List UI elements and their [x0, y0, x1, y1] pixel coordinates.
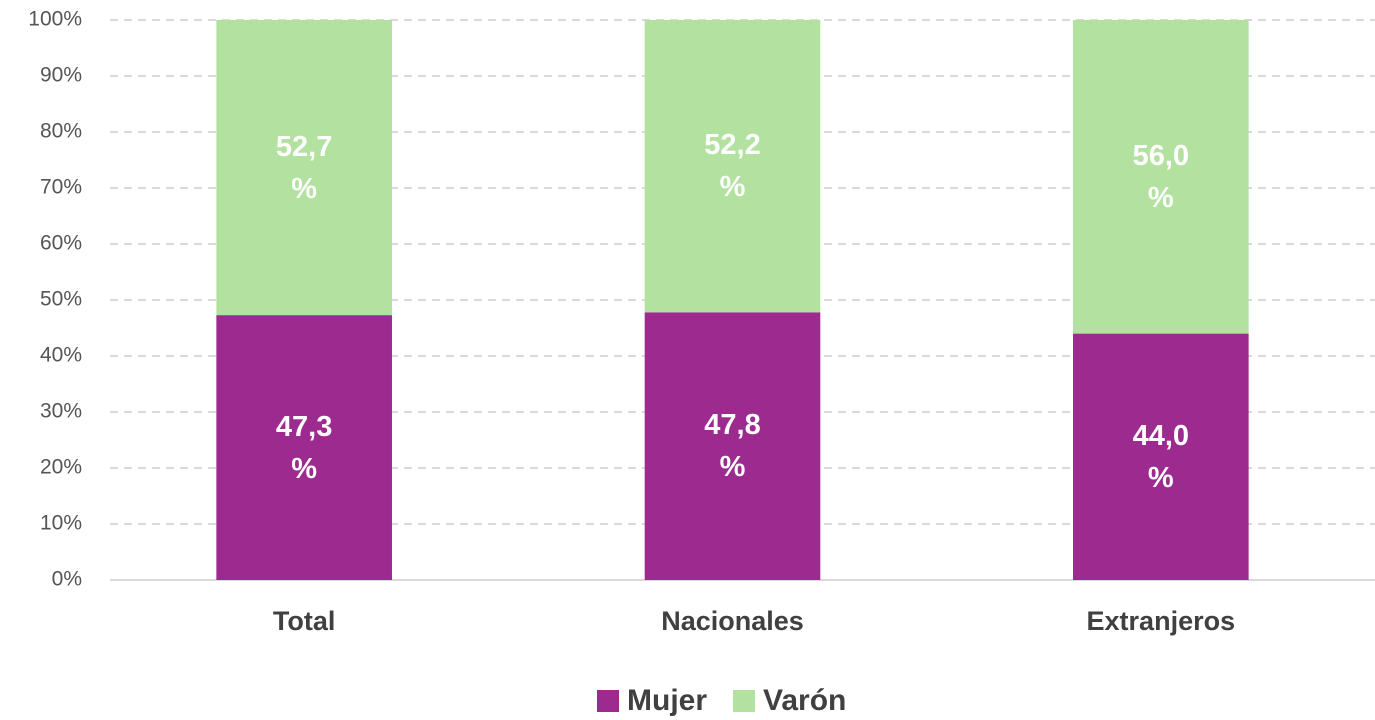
x-tick-label: Extranjeros	[1087, 606, 1236, 636]
bar-segment	[1073, 333, 1249, 580]
y-tick-label: 70%	[40, 176, 82, 199]
data-label: 47,3 %	[275, 410, 333, 485]
bar-segment	[216, 20, 392, 316]
data-label: 47,8 %	[704, 409, 761, 484]
y-tick-label: 30%	[40, 400, 82, 423]
y-tick-label: 80%	[40, 120, 82, 143]
bar-segment	[1073, 20, 1249, 334]
y-tick-label: 20%	[40, 456, 82, 479]
y-tick-label: 0%	[52, 568, 82, 591]
y-tick-label: 40%	[40, 344, 82, 367]
data-label: 52,2 %	[704, 129, 761, 204]
bar-segment	[644, 20, 821, 313]
legend-label: Varón	[763, 684, 846, 717]
data-label: 52,7 %	[275, 130, 333, 205]
y-tick-label: 50%	[40, 288, 82, 311]
bar-segment	[644, 312, 821, 580]
legend-swatch	[597, 690, 619, 712]
y-tick-label: 60%	[40, 232, 82, 255]
y-tick-label: 90%	[40, 64, 82, 87]
x-tick-label: Nacionales	[661, 606, 804, 636]
legend-swatch	[733, 690, 756, 712]
data-label: 44,0 %	[1132, 419, 1190, 494]
data-label: 56,0 %	[1132, 139, 1190, 214]
y-tick-label: 10%	[40, 512, 82, 535]
bar-segment	[216, 315, 392, 580]
legend-label: Mujer	[627, 684, 707, 717]
y-tick-label: 100%	[28, 8, 82, 31]
x-tick-label: Total	[273, 606, 336, 636]
